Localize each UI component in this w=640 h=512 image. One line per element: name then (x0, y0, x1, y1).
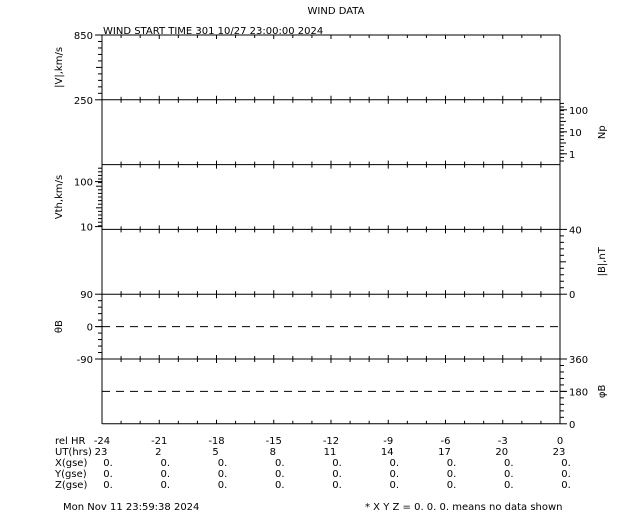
table-cell: -24 (94, 436, 110, 447)
y-tick-label: 0 (87, 323, 93, 334)
table-cell: 0. (504, 480, 514, 491)
table-cell: -21 (151, 436, 167, 447)
table-cell: 2 (155, 447, 161, 458)
table-cell: 0. (160, 469, 170, 480)
table-row-label: X(gse) (55, 458, 87, 469)
y-tick-label: 180 (569, 387, 588, 398)
y-tick-label: 360 (569, 355, 588, 366)
table-cell: 0. (389, 458, 399, 469)
table-cell: -6 (441, 436, 451, 447)
table-cell: 0. (332, 469, 342, 480)
table-cell: 0. (218, 458, 228, 469)
table-cell: 23 (95, 447, 108, 458)
y-axis-label: Vth,km/s (54, 175, 65, 219)
table-cell: -18 (208, 436, 224, 447)
table-cell: 0 (557, 436, 563, 447)
y-tick-label: 10 (80, 223, 93, 234)
table-cell: 0. (332, 458, 342, 469)
y-axis-label: |V|,km/s (54, 47, 65, 88)
table-cell: 0. (447, 480, 457, 491)
y-tick-label: 0 (569, 290, 575, 301)
table-cell: 0. (389, 469, 399, 480)
table-cell: 0. (332, 480, 342, 491)
table-cell: 0. (218, 480, 228, 491)
y-tick-label: 10 (569, 128, 582, 139)
table-cell: 0. (103, 480, 113, 491)
y-axis-label: |B|,nT (597, 246, 608, 276)
table-cell: 0. (218, 469, 228, 480)
footer-date: Mon Nov 11 23:59:38 2024 (63, 502, 199, 512)
y-tick-label: 0 (569, 420, 575, 431)
table-cell: 0. (103, 458, 113, 469)
table-cell: 0. (561, 458, 571, 469)
table-row-label: Y(gse) (54, 469, 87, 480)
y-tick-label: 90 (80, 290, 93, 301)
table-cell: 20 (495, 447, 508, 458)
table-cell: 0. (561, 469, 571, 480)
table-cell: 0. (160, 458, 170, 469)
table-cell: 8 (270, 447, 276, 458)
table-cell: 0. (275, 469, 285, 480)
y-tick-label: -90 (77, 355, 93, 366)
y-tick-label: 100 (569, 106, 588, 117)
y-tick-label: 40 (569, 225, 582, 236)
table-cell: 0. (504, 469, 514, 480)
table-cell: 0. (160, 480, 170, 491)
table-cell: 0. (447, 469, 457, 480)
table-cell: -12 (323, 436, 339, 447)
y-axis-label: Np (597, 125, 608, 139)
table-cell: 17 (438, 447, 451, 458)
table-cell: 0. (275, 480, 285, 491)
y-axis-label: φB (597, 385, 608, 399)
y-tick-label: 850 (74, 31, 93, 42)
table-row-label: Z(gse) (55, 480, 87, 491)
table-cell: 5 (212, 447, 218, 458)
table-cell: -15 (266, 436, 282, 447)
y-axis-label: θB (54, 320, 65, 333)
table-cell: -3 (498, 436, 508, 447)
table-cell: 0. (504, 458, 514, 469)
table-cell: 0. (447, 458, 457, 469)
table-row-label: rel HR (55, 436, 86, 447)
table-row-label: UT(hrs) (55, 447, 92, 458)
chart-title: WIND DATA (308, 6, 365, 17)
table-cell: 14 (381, 447, 394, 458)
table-cell: 23 (553, 447, 566, 458)
chart-subtitle: WIND START TIME 301 10/27 23:00:00 2024 (103, 26, 323, 37)
table-cell: 0. (275, 458, 285, 469)
table-cell: 0. (389, 480, 399, 491)
y-tick-label: 250 (74, 96, 93, 107)
table-cell: -9 (383, 436, 393, 447)
y-tick-label: 1 (569, 150, 575, 161)
table-cell: 0. (103, 469, 113, 480)
y-tick-label: 100 (74, 178, 93, 189)
table-cell: 0. (561, 480, 571, 491)
table-cell: 11 (324, 447, 337, 458)
footer-note: * X Y Z = 0. 0. 0. means no data shown (365, 502, 563, 512)
